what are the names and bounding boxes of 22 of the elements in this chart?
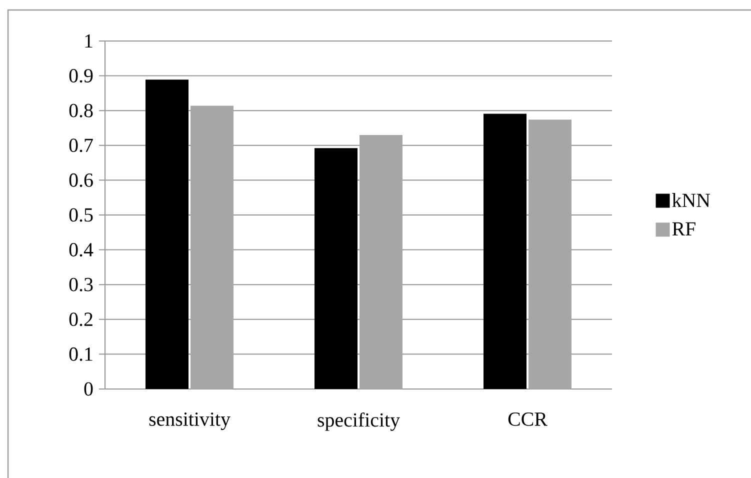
legend-label: RF xyxy=(672,222,696,236)
y-tick-label: 0.7 xyxy=(69,138,93,152)
y-tick-label: 0.2 xyxy=(69,312,92,326)
x-tick-label: specificity xyxy=(318,412,400,431)
bar xyxy=(190,106,234,389)
x-tick-label: CCR xyxy=(508,412,548,426)
y-tick-label: 0.8 xyxy=(69,104,93,118)
bar xyxy=(484,114,527,389)
x-tick-label: sensitivity xyxy=(149,412,230,430)
bar xyxy=(528,120,572,389)
y-tick-label: 0.1 xyxy=(69,347,92,361)
y-tick-label: 0.6 xyxy=(69,173,93,187)
y-tick-label: 0.3 xyxy=(69,278,93,292)
y-tick-label: 0 xyxy=(84,382,93,396)
bar xyxy=(360,134,403,389)
y-tick-label: 0.9 xyxy=(69,69,93,83)
bar xyxy=(314,148,358,389)
y-tick-label: 0.5 xyxy=(69,208,93,222)
y-tick-label: 1 xyxy=(85,34,92,48)
y-tick-label: 0.4 xyxy=(69,243,94,257)
legend-label: kNN xyxy=(672,193,710,207)
bar xyxy=(146,80,189,389)
